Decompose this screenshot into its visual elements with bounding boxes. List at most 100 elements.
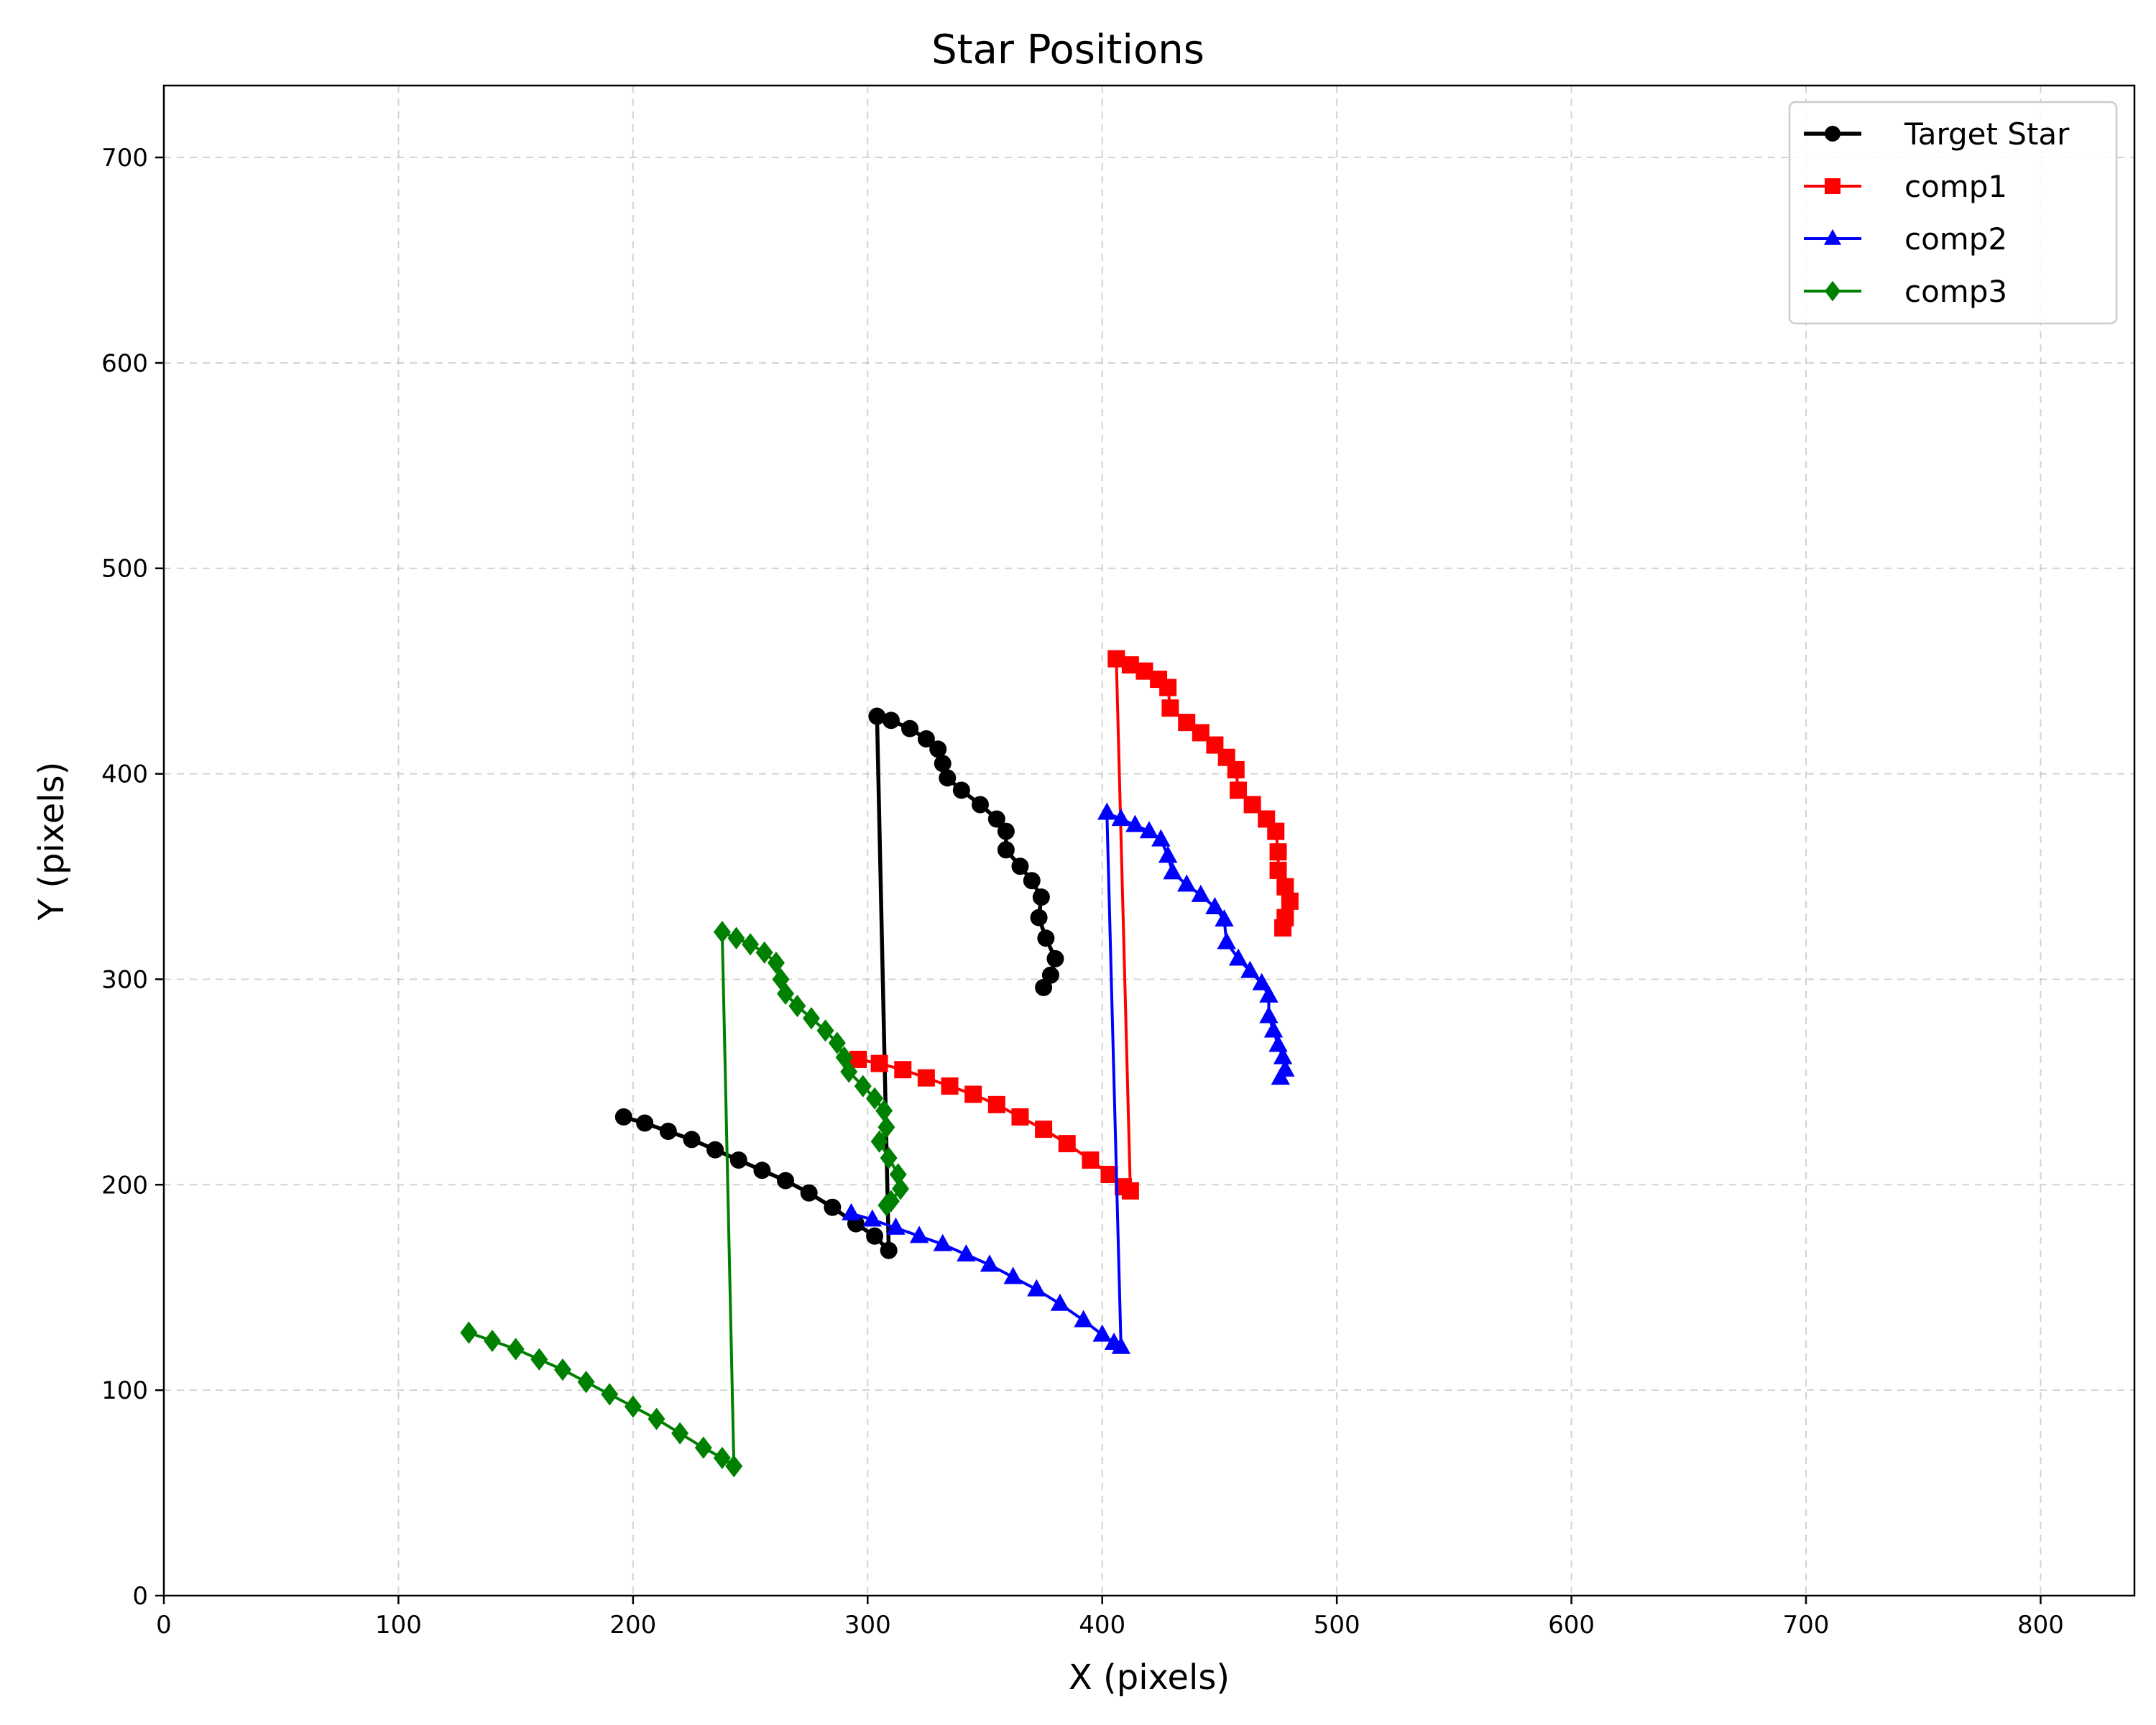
data-point-comp3	[553, 1358, 571, 1381]
data-point-comp1	[1058, 1135, 1076, 1153]
data-point-comp3	[870, 1130, 888, 1153]
data-point-comp1	[1082, 1151, 1100, 1169]
data-point-comp3	[755, 941, 773, 964]
data-point-comp3	[877, 1116, 895, 1138]
data-point-target-star	[929, 740, 947, 758]
data-point-target-star	[987, 810, 1005, 828]
data-point-target-star	[901, 719, 919, 737]
data-point-target-star	[1035, 978, 1053, 996]
x-tick-label: 400	[1079, 1611, 1125, 1639]
data-point-comp3	[891, 1177, 909, 1200]
y-tick-label: 300	[101, 965, 148, 994]
data-point-comp2	[1205, 897, 1225, 915]
data-point-comp2	[1252, 972, 1271, 990]
data-point-target-star	[868, 707, 886, 725]
y-tick-label: 500	[101, 555, 148, 584]
data-point-comp3	[694, 1436, 712, 1459]
data-point-comp3	[648, 1407, 665, 1430]
data-point-comp3	[507, 1338, 525, 1361]
legend: Target Star comp1 comp2 comp3	[1788, 101, 2118, 325]
data-point-comp3	[788, 995, 806, 1018]
x-tick-label: 300	[844, 1611, 891, 1639]
legend-label-comp1: comp1	[1904, 169, 2007, 204]
data-point-target-star	[683, 1131, 701, 1149]
data-point-comp1	[1276, 878, 1294, 896]
data-point-comp1	[894, 1061, 912, 1079]
data-point-comp2	[1050, 1293, 1070, 1311]
data-point-comp2	[1151, 829, 1171, 847]
data-point-comp3	[772, 967, 790, 991]
x-axis-ticks: 0 100 200 300 400 500 600 700 800	[156, 1596, 2064, 1639]
data-point-comp3	[828, 1031, 846, 1054]
data-point-comp3	[802, 1007, 820, 1030]
data-point-target-star	[729, 1151, 747, 1169]
data-point-comp3	[777, 982, 795, 1006]
data-point-target-star	[997, 822, 1015, 840]
data-point-comp1	[1230, 781, 1248, 799]
data-point-target-star	[952, 781, 970, 799]
y-tick-label: 100	[101, 1376, 148, 1405]
data-point-comp2	[980, 1254, 1000, 1272]
data-point-comp2	[1259, 1006, 1279, 1024]
legend-label-comp2: comp2	[1904, 221, 2007, 257]
data-point-target-star	[880, 1241, 898, 1259]
data-point-comp2	[1111, 809, 1131, 827]
data-point-comp2	[909, 1225, 929, 1243]
y-tick-label: 200	[101, 1171, 148, 1200]
data-point-target-star	[1023, 872, 1041, 890]
data-point-comp3	[854, 1075, 872, 1098]
legend-marker-comp3	[1825, 280, 1841, 302]
data-point-target-star	[636, 1114, 654, 1132]
data-point-comp3	[725, 1455, 743, 1478]
x-axis-title: X (pixels)	[1069, 1657, 1230, 1698]
data-point-comp2	[1125, 814, 1145, 832]
data-point-comp3	[530, 1348, 548, 1371]
data-point-comp2	[933, 1233, 952, 1251]
data-point-comp3	[875, 1099, 893, 1122]
data-point-comp3	[880, 1146, 898, 1169]
legend-label-target-star: Target Star	[1904, 116, 2070, 152]
data-point-comp2	[1217, 932, 1236, 949]
data-point-comp2	[1074, 1310, 1093, 1328]
series-comp3	[460, 921, 909, 1478]
legend-entry-comp1: comp1	[1804, 169, 2007, 204]
data-point-comp3	[840, 1060, 858, 1083]
x-tick-label: 500	[1314, 1611, 1360, 1639]
data-point-target-star	[800, 1184, 818, 1202]
data-point-target-star	[824, 1198, 842, 1216]
data-point-comp3	[742, 933, 760, 956]
y-tick-label: 700	[101, 144, 148, 172]
data-point-comp1	[1267, 822, 1285, 840]
data-point-target-star	[997, 841, 1015, 859]
data-point-target-star	[866, 1227, 884, 1245]
data-point-comp2	[1003, 1266, 1023, 1284]
data-point-comp1	[1269, 861, 1287, 879]
data-point-target-star	[1030, 908, 1048, 926]
data-point-comp2	[1263, 1020, 1284, 1038]
data-point-comp2	[1092, 1324, 1112, 1342]
data-point-comp1	[987, 1095, 1005, 1113]
data-point-target-star	[1011, 857, 1029, 875]
y-tick-label: 400	[101, 760, 148, 789]
data-point-target-star	[971, 796, 989, 814]
data-point-comp1	[870, 1054, 888, 1072]
data-point-comp2	[1259, 985, 1279, 1003]
legend-frame	[1788, 101, 2118, 325]
data-point-comp1	[1243, 796, 1261, 814]
x-tick-label: 100	[375, 1611, 422, 1639]
plot-area-frame	[162, 84, 2136, 1597]
x-tick-label: 700	[1783, 1611, 1830, 1639]
series-comp2	[842, 802, 1295, 1354]
data-point-comp3	[484, 1329, 501, 1353]
data-point-comp1	[1281, 892, 1299, 910]
data-point-comp2	[1139, 821, 1159, 839]
series-comp1	[849, 650, 1299, 1200]
data-point-comp1	[1274, 919, 1292, 937]
data-point-target-star	[1046, 949, 1064, 967]
legend-entry-comp2: comp2	[1804, 221, 2007, 257]
data-point-comp3	[877, 1194, 895, 1217]
legend-entry-comp3: comp3	[1804, 274, 2007, 309]
y-axis-ticks: 0 100 200 300 400 500 600 700	[101, 144, 164, 1611]
y-tick-label: 600	[101, 349, 148, 378]
data-point-target-star	[917, 730, 935, 748]
